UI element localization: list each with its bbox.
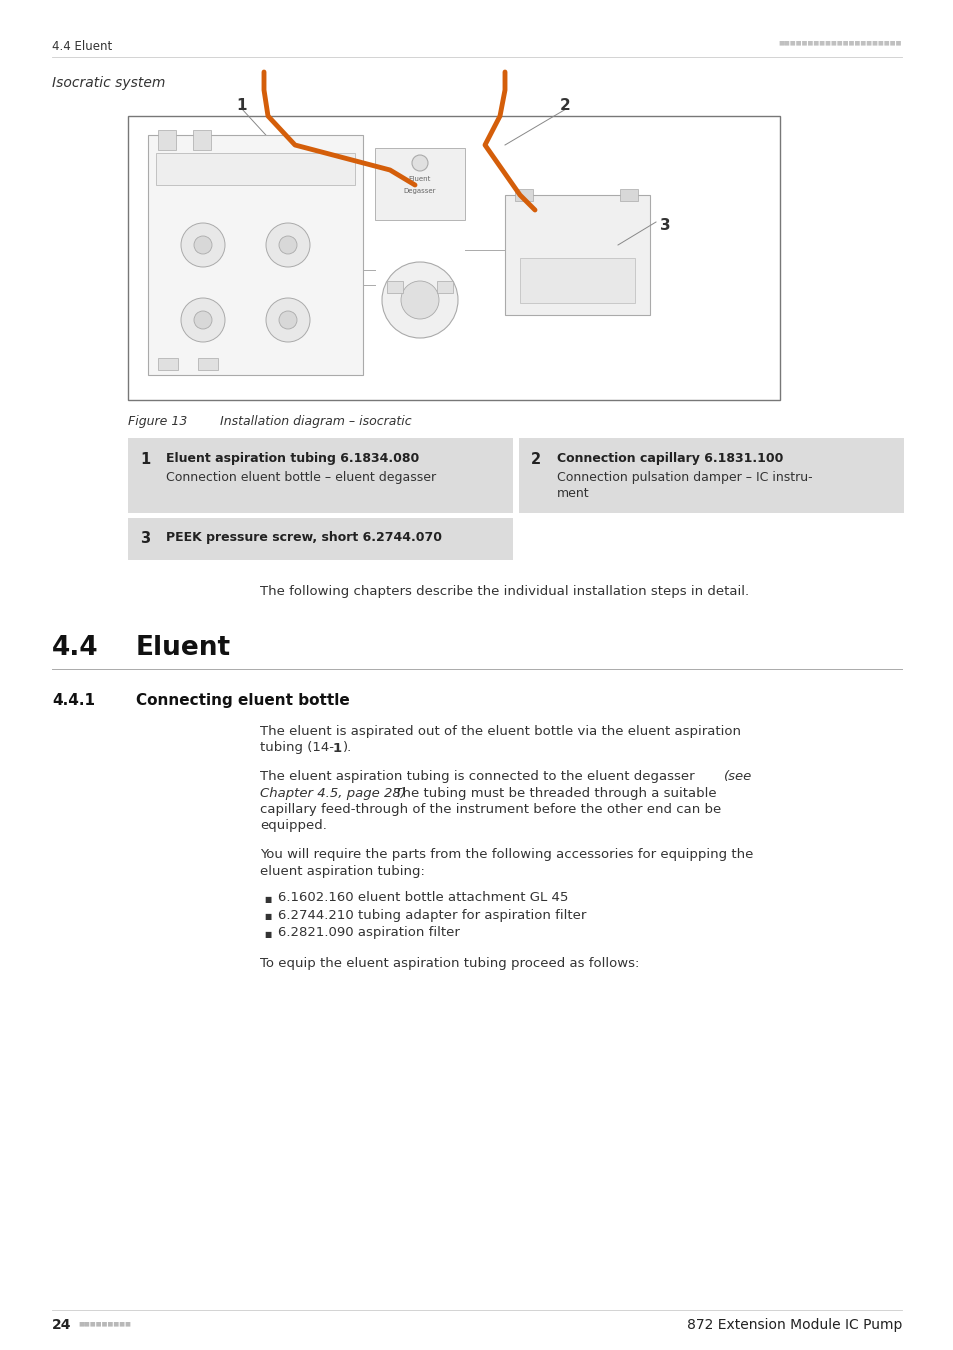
Bar [519,258,635,302]
Circle shape [278,236,296,254]
Text: ■■■■■■■■■: ■■■■■■■■■ [78,1322,131,1326]
Text: The following chapters describe the individual installation steps in detail.: The following chapters describe the indi… [260,585,748,598]
Text: tubing (14-: tubing (14- [260,741,334,755]
Text: Chapter 4.5, page 28): Chapter 4.5, page 28) [260,787,405,799]
Bar [518,437,903,513]
Circle shape [266,298,310,342]
Circle shape [181,223,225,267]
Circle shape [181,298,225,342]
Text: . The tubing must be threaded through a suitable: . The tubing must be threaded through a … [386,787,716,799]
Circle shape [266,223,310,267]
Text: Eluent: Eluent [409,176,431,182]
Text: equipped.: equipped. [260,819,327,833]
Bar [619,189,638,201]
Text: You will require the parts from the following accessories for equipping the: You will require the parts from the foll… [260,848,753,861]
Bar [504,194,649,315]
Bar [148,135,363,375]
Text: To equip the eluent aspiration tubing proceed as follows:: To equip the eluent aspiration tubing pr… [260,957,639,971]
Text: 4.4 Eluent: 4.4 Eluent [52,40,112,53]
Text: Installation diagram – isocratic: Installation diagram – isocratic [220,414,411,428]
Circle shape [412,155,428,171]
Text: The eluent is aspirated out of the eluent bottle via the eluent aspiration: The eluent is aspirated out of the eluen… [260,725,740,738]
Text: The eluent aspiration tubing is connected to the eluent degasser: The eluent aspiration tubing is connecte… [260,769,699,783]
Bar [156,153,355,185]
Text: ■: ■ [264,930,271,940]
Bar [436,281,453,293]
Circle shape [278,310,296,329]
Text: Connection pulsation damper – IC instru-: Connection pulsation damper – IC instru- [557,471,812,485]
Text: 2: 2 [559,99,570,113]
Text: 6.2744.210 tubing adapter for aspiration filter: 6.2744.210 tubing adapter for aspiration… [277,909,586,922]
Circle shape [193,310,212,329]
Text: PEEK pressure screw, short 6.2744.070: PEEK pressure screw, short 6.2744.070 [166,531,441,544]
Bar [198,358,218,370]
Text: ■: ■ [264,913,271,922]
Text: 4.4: 4.4 [52,634,98,662]
Text: Eluent aspiration tubing 6.1834.080: Eluent aspiration tubing 6.1834.080 [166,452,418,464]
Bar [158,130,175,150]
Bar [375,148,464,220]
Text: 4.4.1: 4.4.1 [52,693,95,707]
Text: 1: 1 [333,741,342,755]
Text: Connection capillary 6.1831.100: Connection capillary 6.1831.100 [557,452,782,464]
Bar [128,116,780,400]
Bar [128,437,513,513]
Text: Eluent: Eluent [136,634,231,662]
Text: ■■■■■■■■■■■■■■■■■■■■■: ■■■■■■■■■■■■■■■■■■■■■ [778,40,901,45]
Text: ).: ). [343,741,352,755]
Text: eluent aspiration tubing:: eluent aspiration tubing: [260,864,424,878]
Text: (see: (see [723,769,752,783]
Bar [387,281,402,293]
Text: 6.1602.160 eluent bottle attachment GL 45: 6.1602.160 eluent bottle attachment GL 4… [277,891,568,904]
Bar [158,358,178,370]
Circle shape [381,262,457,338]
Text: 6.2821.090 aspiration filter: 6.2821.090 aspiration filter [277,926,459,940]
Text: Isocratic system: Isocratic system [52,76,165,90]
Text: 24: 24 [52,1318,71,1332]
Text: 872 Extension Module IC Pump: 872 Extension Module IC Pump [686,1318,901,1332]
Text: Connection eluent bottle – eluent degasser: Connection eluent bottle – eluent degass… [166,471,436,485]
Text: 3: 3 [140,531,150,545]
Bar [193,130,211,150]
Text: 1: 1 [140,452,150,467]
Text: ment: ment [557,487,589,500]
Text: ■: ■ [264,895,271,905]
Circle shape [193,236,212,254]
Text: 2: 2 [531,452,540,467]
Circle shape [400,281,438,319]
Bar [515,189,533,201]
Bar [128,518,513,560]
Text: 1: 1 [235,99,246,113]
Text: Connecting eluent bottle: Connecting eluent bottle [136,693,350,707]
Text: capillary feed-through of the instrument before the other end can be: capillary feed-through of the instrument… [260,803,720,815]
Text: 3: 3 [659,217,670,234]
Text: Figure 13: Figure 13 [128,414,187,428]
Text: Degasser: Degasser [403,188,436,194]
